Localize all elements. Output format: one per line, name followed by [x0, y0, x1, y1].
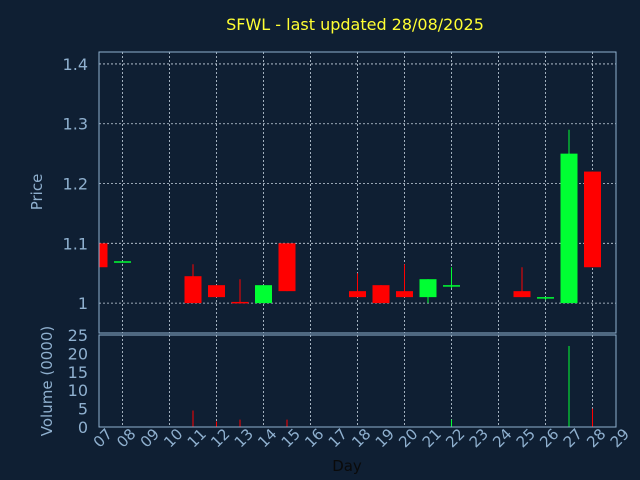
volume-tick-label: 10 [68, 381, 88, 400]
candle-body [208, 285, 225, 298]
candle-body [255, 285, 272, 304]
price-tick-label: 1.2 [63, 175, 88, 194]
x-tick-labels: 0708091011121314151617181920212223242526… [90, 425, 633, 451]
volume-grid [122, 335, 593, 427]
price-panel-frame [98, 51, 617, 334]
candle-body [372, 285, 390, 304]
price-axis-label: Price [28, 174, 46, 211]
candle-body [184, 276, 202, 304]
price-tick-label: 1.3 [63, 115, 88, 134]
price-tick-labels: 1 1.1 1.2 1.3 1.4 [63, 55, 88, 313]
volume-tick-label: 25 [68, 326, 88, 345]
candle-body [278, 243, 296, 292]
candle-body [231, 301, 249, 304]
candle-body [99, 243, 108, 268]
candle-body [443, 285, 460, 287]
volume-tick-label: 20 [68, 344, 88, 363]
candle-body [584, 171, 601, 268]
volume-series [192, 346, 593, 427]
candle-body [560, 153, 578, 304]
volume-tick-label: 5 [78, 400, 88, 419]
volume-tick-label: 15 [68, 363, 88, 382]
candle-body [396, 291, 413, 298]
volume-tick-label: 0 [78, 418, 88, 437]
volume-axis-label: Volume (0000) [38, 326, 56, 436]
candle-body [537, 297, 554, 299]
candle-body [419, 279, 437, 298]
chart-title: SFWL - last updated 28/08/2025 [226, 15, 484, 34]
price-tick-label: 1 [78, 294, 88, 313]
candle-body [349, 291, 366, 298]
x-axis-label: Day [332, 457, 362, 475]
volume-panel-frame [98, 334, 617, 428]
candle-body [114, 261, 131, 263]
price-tick-label: 1.4 [63, 55, 88, 74]
price-tick-label: 1.1 [63, 234, 88, 253]
candle-body [513, 291, 531, 298]
candlestick-series [98, 129, 601, 304]
